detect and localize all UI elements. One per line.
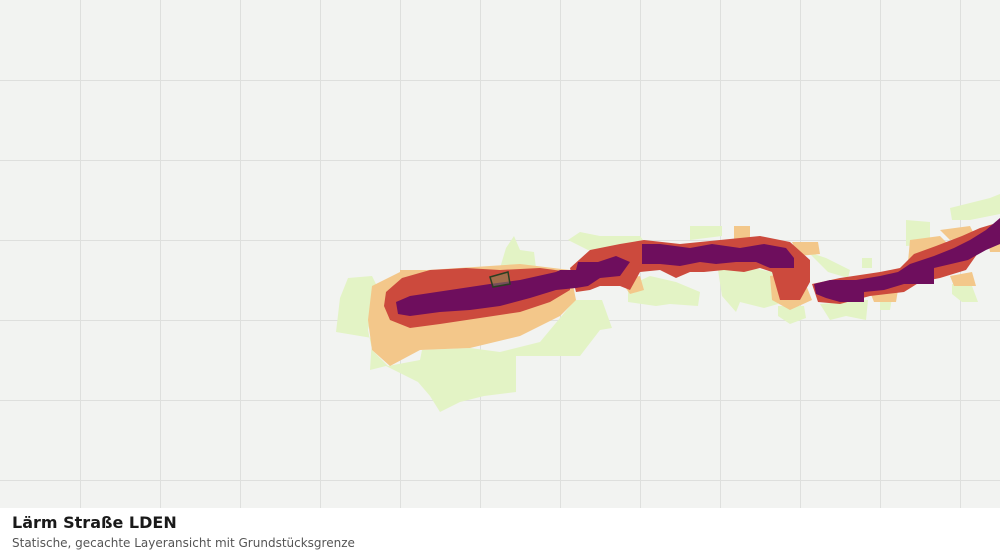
- noise-zone-very-high: [396, 218, 1000, 316]
- parcel-boundary: [489, 271, 511, 288]
- caption: Lärm Straße LDEN Statische, gecachte Lay…: [12, 512, 988, 552]
- tile-grid: [0, 0, 1000, 508]
- map-subtitle: Statische, gecachte Layeransicht mit Gru…: [12, 536, 355, 550]
- map-view: [0, 0, 1000, 508]
- map-background: [0, 0, 1000, 508]
- map-title: Lärm Straße LDEN: [12, 513, 177, 532]
